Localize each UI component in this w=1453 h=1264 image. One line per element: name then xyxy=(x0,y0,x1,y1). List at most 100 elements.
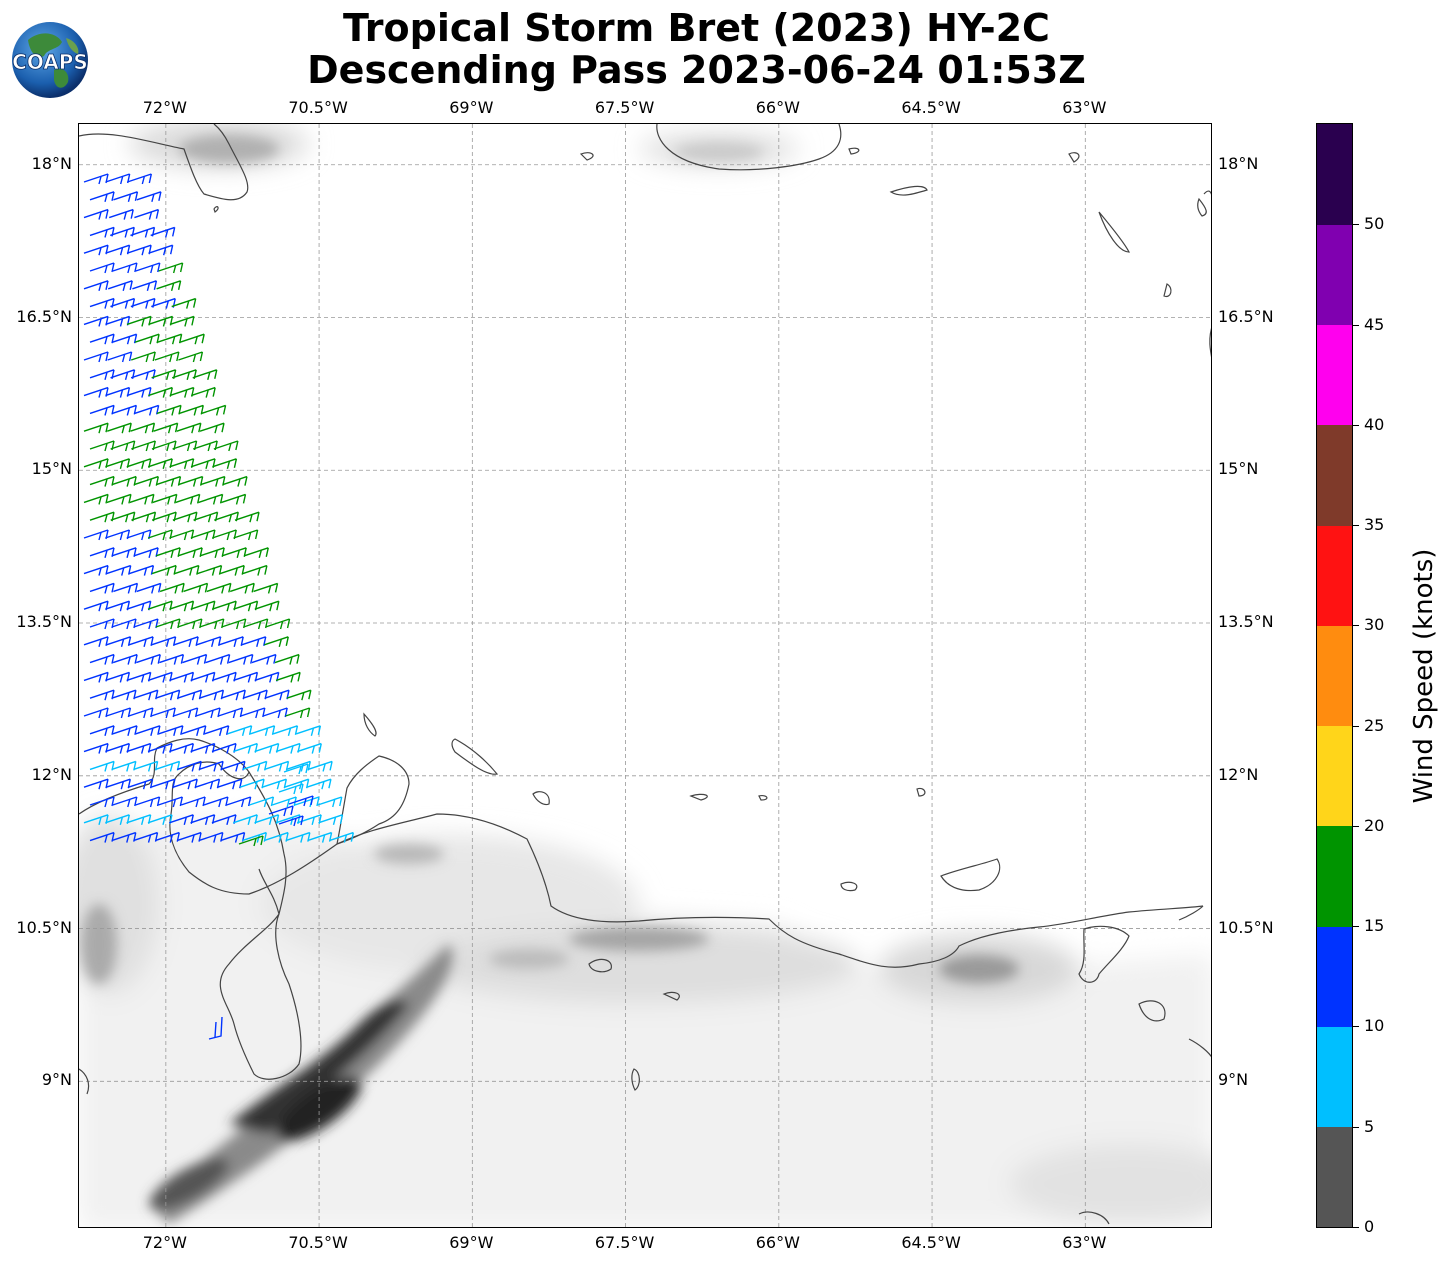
colorbar-tick-label: 5 xyxy=(1364,1116,1375,1136)
wind-barb xyxy=(112,725,138,736)
wind-barb xyxy=(147,600,173,612)
wind-barb xyxy=(226,796,252,808)
lat-label-right: 9°N xyxy=(1218,1070,1249,1090)
wind-barb xyxy=(148,244,174,256)
wind-barb xyxy=(89,475,115,487)
wind-barb xyxy=(89,582,115,594)
lon-label-top: 66°W xyxy=(755,98,800,117)
wind-barb xyxy=(83,386,109,398)
colorbar-tick-label: 40 xyxy=(1364,414,1385,434)
colorbar-tick xyxy=(1353,625,1359,627)
wind-barb xyxy=(240,707,266,719)
wind-barb xyxy=(183,582,209,594)
wind-barb xyxy=(190,386,216,398)
wind-barb xyxy=(111,618,137,630)
wind-barb xyxy=(83,600,109,612)
colorbar-bin xyxy=(1317,324,1352,426)
wind-barb xyxy=(89,297,115,309)
wind-barb xyxy=(83,636,109,647)
wind-barb xyxy=(83,707,109,719)
wind-barb xyxy=(105,671,131,683)
colorbar xyxy=(1316,123,1353,1228)
wind-barb xyxy=(105,600,131,612)
wind-barb xyxy=(178,351,204,363)
colorbar-tick xyxy=(1353,224,1359,226)
lat-label-right: 15°N xyxy=(1218,459,1259,479)
wind-barb xyxy=(89,618,115,630)
wind-barb xyxy=(107,351,133,363)
wind-barb xyxy=(192,369,218,380)
wind-barb xyxy=(203,796,229,808)
wind-barb xyxy=(150,778,176,790)
wind-barb xyxy=(126,671,152,683)
wind-barb xyxy=(283,763,309,775)
wind-barb xyxy=(158,262,184,274)
wind-barb xyxy=(128,636,154,647)
wind-barb xyxy=(89,333,115,345)
colorbar-bin xyxy=(1317,1026,1352,1128)
wind-barb xyxy=(275,742,301,754)
wind-barb xyxy=(158,725,184,736)
wind-barb xyxy=(169,529,195,541)
wind-barb xyxy=(89,689,115,701)
wind-barb xyxy=(169,315,195,327)
wind-barb xyxy=(89,725,115,736)
wind-barb xyxy=(89,653,115,665)
wind-barb xyxy=(89,369,115,380)
wind-barb xyxy=(89,404,115,416)
wind-barb xyxy=(147,671,173,683)
wind-barb xyxy=(133,547,159,558)
wind-barb xyxy=(111,760,137,772)
wind-barb xyxy=(198,760,224,772)
wind-barb xyxy=(136,582,162,594)
colorbar-tick-label: 50 xyxy=(1364,214,1385,234)
wind-barb xyxy=(190,458,216,469)
wind-barb xyxy=(275,671,301,683)
wind-barb xyxy=(169,671,195,683)
wind-barb xyxy=(111,475,137,487)
wind-barb xyxy=(288,795,314,807)
wind-barb xyxy=(83,422,109,434)
wind-barb xyxy=(106,493,132,505)
wind-barb xyxy=(190,600,216,612)
wind-barb xyxy=(108,208,134,220)
lon-label-bottom: 72°W xyxy=(142,1233,187,1252)
lon-label-top: 67.5°W xyxy=(594,98,655,117)
lon-label-top: 64.5°W xyxy=(901,98,961,117)
wind-barb xyxy=(284,778,310,790)
wind-barb xyxy=(212,529,237,541)
map-panel[interactable] xyxy=(78,123,1212,1228)
wind-barb xyxy=(268,805,294,817)
lon-label-top: 70.5°W xyxy=(288,98,348,117)
wind-barb xyxy=(174,564,200,576)
colorbar-tick xyxy=(1353,525,1359,527)
wind-barb xyxy=(317,796,343,808)
lat-label-left: 16.5°N xyxy=(16,306,72,326)
wind-barb xyxy=(249,796,275,808)
wind-barb xyxy=(155,760,181,772)
wind-barb xyxy=(199,689,225,701)
wind-barb xyxy=(329,831,355,843)
wind-barb xyxy=(105,386,131,398)
lon-label-bottom: 63°W xyxy=(1062,1233,1107,1252)
wind-barb xyxy=(129,564,155,576)
wind-barb xyxy=(178,475,204,487)
colorbar-label: Wind Speed (knots) xyxy=(1409,548,1439,804)
wind-barb xyxy=(106,636,132,647)
wind-barb xyxy=(218,707,244,719)
wind-barb xyxy=(111,547,137,558)
wind-barb xyxy=(265,618,291,630)
wind-barb xyxy=(147,529,173,541)
wind-barb xyxy=(83,351,109,363)
wind-barb xyxy=(213,440,239,452)
colorbar-tick-label: 25 xyxy=(1364,715,1385,735)
wind-barb xyxy=(264,636,289,647)
wind-barb xyxy=(233,529,259,541)
wind-barb xyxy=(126,600,152,612)
wind-barb xyxy=(254,600,280,612)
colorbar-tick-label: 20 xyxy=(1364,815,1385,835)
wind-barb xyxy=(83,173,109,185)
wind-barb xyxy=(126,244,152,256)
wind-barb xyxy=(177,618,203,630)
lat-label-left: 12°N xyxy=(31,764,72,784)
